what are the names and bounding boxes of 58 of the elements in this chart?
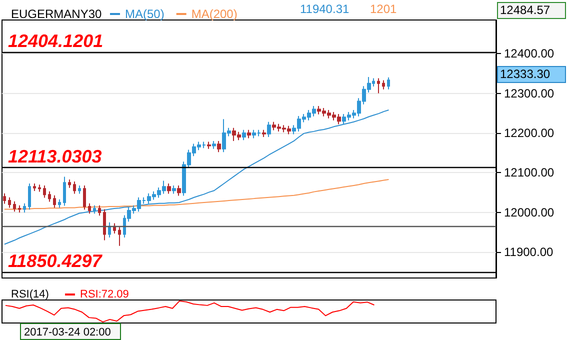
y-tick-label: 12000.00 xyxy=(504,205,554,220)
candlestick xyxy=(207,141,211,150)
ref-line-label: 11850.4297 xyxy=(8,250,103,271)
y-tick-label: 12100.00 xyxy=(504,166,554,180)
line-series xyxy=(4,109,390,245)
candlestick xyxy=(78,184,81,194)
candlestick xyxy=(28,182,31,210)
y-tick-label: 11900.00 xyxy=(504,245,554,260)
candlestick xyxy=(172,184,176,194)
y-tick-label: 12400.00 xyxy=(504,46,554,61)
candlestick xyxy=(43,184,46,198)
candlestick xyxy=(118,226,121,246)
candlestick xyxy=(382,80,385,90)
candlestick xyxy=(23,202,26,213)
chart-title: EUGERMANY30 xyxy=(11,7,102,21)
candlestick xyxy=(68,179,71,188)
chart-title: RSI(14) xyxy=(11,288,49,300)
text: 1201 xyxy=(370,2,398,16)
candlestick xyxy=(108,222,111,238)
candlestick xyxy=(387,76,390,90)
candlestick xyxy=(63,176,66,206)
text: 2017-03-24 02:00 xyxy=(24,326,111,338)
candlestick xyxy=(267,121,271,138)
line-series xyxy=(4,179,390,210)
y-tick-label: 12200.00 xyxy=(504,126,554,140)
candlestick xyxy=(177,184,181,196)
ref-line-label: 12404.1201 xyxy=(8,30,104,51)
candlestick xyxy=(53,194,56,208)
text: 12333.30 xyxy=(500,67,550,81)
candlestick xyxy=(167,182,171,194)
candlestick xyxy=(73,180,76,194)
candlestick xyxy=(98,204,101,216)
candlestick xyxy=(3,192,6,204)
candlestick xyxy=(18,204,21,213)
candlestick xyxy=(262,129,266,138)
candlestick xyxy=(33,182,36,192)
candlestick xyxy=(8,196,11,208)
candlestick xyxy=(217,140,221,153)
legend-label: MA(50) xyxy=(125,7,164,21)
candlestick xyxy=(93,204,96,214)
candlestick xyxy=(88,202,91,214)
text: 12484.57 xyxy=(500,3,550,17)
y-tick-label: 12300.00 xyxy=(504,86,554,100)
candlestick xyxy=(113,222,116,234)
candlestick xyxy=(38,184,41,192)
legend-label: RSI:72.09 xyxy=(80,288,129,300)
candlestick xyxy=(242,129,246,141)
ref-line-label: 12113.0303 xyxy=(8,146,102,167)
candlestick xyxy=(103,208,106,241)
candlestick xyxy=(58,198,61,208)
candlestick xyxy=(13,200,16,212)
candlestick xyxy=(247,129,251,139)
candlestick xyxy=(377,78,380,94)
legend-label: MA(200) xyxy=(191,7,238,21)
candlestick xyxy=(48,190,51,202)
candlestick xyxy=(83,184,86,210)
candlestick xyxy=(212,140,216,150)
text: 11940.31 xyxy=(300,2,350,16)
